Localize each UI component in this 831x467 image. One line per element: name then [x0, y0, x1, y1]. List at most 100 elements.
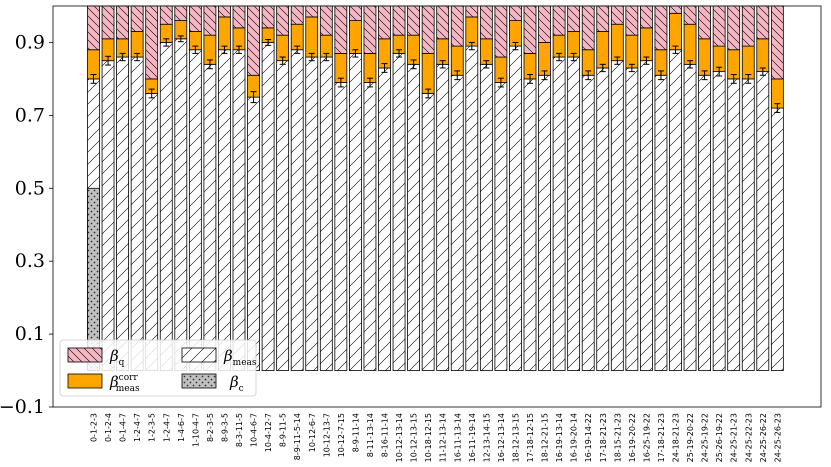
error-bar	[483, 60, 490, 69]
x-tick-label: 1-4-6-7	[177, 413, 186, 442]
bar-beta-meas	[203, 63, 217, 371]
x-axis: 0-1-2-3 0-1-2-4 0-1-4-7 1-2-4-7 1-2-3-5 1-2-4…	[90, 413, 783, 462]
bar-beta-meas	[581, 74, 595, 371]
x-tick-label: 8-9-11-5-14	[293, 413, 302, 460]
bar-beta-meas	[756, 71, 770, 371]
bar-beta-meas	[538, 74, 551, 371]
bar-beta-corr	[669, 12, 682, 51]
x-tick-label: 16-12-13-14	[497, 413, 506, 462]
bar-beta-q	[130, 5, 144, 32]
error-bar	[599, 63, 606, 73]
bar-beta-meas	[363, 82, 377, 371]
error-bar	[774, 103, 781, 113]
bar-beta-q	[421, 5, 435, 54]
bar-beta-q	[756, 5, 770, 40]
error-bar	[643, 56, 650, 65]
bar-beta-q	[363, 5, 377, 54]
error-bar	[148, 88, 155, 99]
x-tick-label: 10-12-13-15	[410, 413, 419, 462]
error-bar	[527, 74, 533, 84]
bar-beta-q	[596, 5, 610, 32]
bar-beta-meas	[465, 45, 479, 371]
bar-beta-q	[392, 5, 406, 36]
error-bar	[716, 66, 723, 77]
x-tick-label: 18-15-21-23	[613, 413, 622, 462]
error-bar	[541, 70, 548, 81]
bar-beta-q	[232, 5, 246, 29]
bar-beta-q	[509, 5, 522, 21]
error-bar	[672, 45, 679, 54]
error-bar	[381, 63, 388, 73]
x-tick-label: 11-12-13-14	[439, 413, 448, 462]
error-bar	[366, 77, 373, 88]
y-tick-label: 0.7	[15, 104, 45, 126]
bar-beta-meas	[421, 93, 435, 371]
bar-beta-q	[334, 5, 348, 54]
bar-beta-meas	[218, 49, 231, 371]
bar-beta-corr	[640, 27, 653, 62]
bar-beta-q	[479, 5, 493, 40]
x-tick-label: 10-12-6-7	[308, 413, 317, 452]
error-bar	[396, 49, 403, 58]
error-bar	[279, 56, 286, 65]
bar-beta-q	[378, 5, 391, 40]
error-bar	[337, 77, 344, 88]
bar-beta-q	[741, 5, 755, 47]
x-tick-label: 8-3-11-5	[235, 413, 244, 447]
bar-beta-corr	[698, 38, 711, 76]
bar-beta-corr	[348, 20, 362, 54]
error-bar	[163, 38, 170, 47]
x-tick-label: 16-11-13-14	[453, 413, 462, 462]
bar-beta-meas	[741, 78, 755, 371]
bar-beta-meas	[450, 74, 464, 371]
bar-beta-meas	[698, 74, 711, 371]
bar-beta-meas	[712, 71, 726, 371]
bar-beta-meas	[727, 78, 741, 371]
bar-beta-meas	[494, 82, 508, 371]
x-tick-label: 0-1-2-4	[104, 413, 113, 442]
bar-beta-meas	[596, 67, 610, 371]
error-bar	[585, 70, 592, 81]
error-bar	[657, 70, 664, 81]
bar-beta-q	[407, 5, 421, 36]
error-bar	[570, 52, 577, 62]
x-tick-label: 1-2-4-7	[162, 413, 171, 442]
bar-beta-q	[116, 5, 129, 40]
y-tick-label: 0.9	[15, 31, 45, 53]
error-bar	[105, 55, 112, 66]
bar-beta-meas	[770, 107, 784, 371]
x-tick-label: 10-12-13-14	[395, 413, 404, 462]
x-tick-label: 16-11-19-14	[468, 413, 477, 462]
bar-beta-q	[610, 5, 624, 25]
bar-beta-corr	[421, 52, 435, 94]
bar-beta-q	[581, 5, 595, 51]
bar-beta-q	[276, 5, 290, 36]
error-bar	[730, 74, 737, 84]
bar-beta-q	[436, 5, 450, 40]
error-bar	[352, 49, 359, 58]
bar-beta-q	[727, 5, 741, 51]
legend-swatch-beta-c	[181, 373, 217, 389]
bar-beta-meas	[552, 56, 566, 371]
bar-beta-corr	[625, 34, 639, 69]
bars-group	[87, 5, 784, 371]
x-tick-label: 0-1-4-7	[119, 413, 128, 442]
bar-beta-meas	[640, 60, 653, 371]
bar-beta-q	[174, 5, 188, 21]
bar-beta-meas	[319, 56, 333, 371]
bar-beta-meas	[683, 63, 697, 371]
legend-swatch-beta-q	[67, 347, 103, 363]
x-tick-label: 16-25-19-22	[642, 413, 651, 462]
bar-beta-q	[101, 5, 115, 40]
x-tick-label: 24-25-26-22	[759, 413, 768, 462]
legend-label-beta-meas: βmeas	[223, 347, 257, 368]
error-bar	[439, 60, 446, 69]
bar-beta-q	[305, 5, 319, 18]
x-tick-label: 16-19-14-22	[584, 413, 593, 462]
bar-beta-q	[218, 5, 231, 18]
bar-beta-corr	[610, 23, 624, 62]
bar-beta-meas	[654, 74, 668, 371]
x-tick-label: 1-2-4-7	[133, 413, 142, 442]
bar-beta-corr	[465, 16, 479, 47]
